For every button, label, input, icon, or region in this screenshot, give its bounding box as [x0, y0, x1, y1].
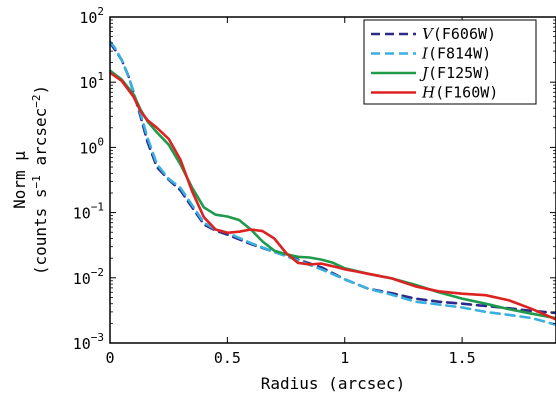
x-tick-label-2: 1 [340, 349, 349, 367]
tick-layer: 0 0.5 1 1.5 10−3 10−2 10−1 100 101 102 [73, 5, 556, 367]
y-axis-label-line1: Norm μ [10, 151, 29, 209]
x-tick-label-3: 1.5 [449, 349, 476, 367]
legend-label-0: V(F606W) [422, 25, 496, 43]
y-tick-label-0: 10−3 [73, 331, 104, 353]
y-axis-label-line2: (counts s−1 arcsec−2) [30, 85, 50, 275]
y-tick-label-4: 101 [79, 70, 104, 92]
y-tick-label-3: 100 [79, 135, 104, 157]
x-tick-label-0: 0 [105, 349, 114, 367]
legend-label-2: J(F125W) [419, 64, 491, 82]
y-tick-label-2: 10−1 [73, 201, 104, 223]
legend-label-1: I(F814W) [421, 45, 491, 63]
legend: V(F606W) I(F814W)J(F125W) H(F160W) [363, 19, 537, 105]
y-axis-label: Norm μ (counts s−1 arcsec−2) [10, 85, 50, 275]
series-layer [110, 40, 556, 327]
legend-label-3: H(F160W) [421, 84, 498, 102]
series-line-3 [110, 71, 556, 321]
plot-frame [109, 16, 556, 344]
y-tick-label-1: 10−2 [73, 266, 104, 288]
x-tick-label-1: 0.5 [214, 349, 241, 367]
y-tick-label-5: 102 [79, 5, 104, 27]
x-axis-label: Radius (arcsec) [261, 374, 406, 393]
